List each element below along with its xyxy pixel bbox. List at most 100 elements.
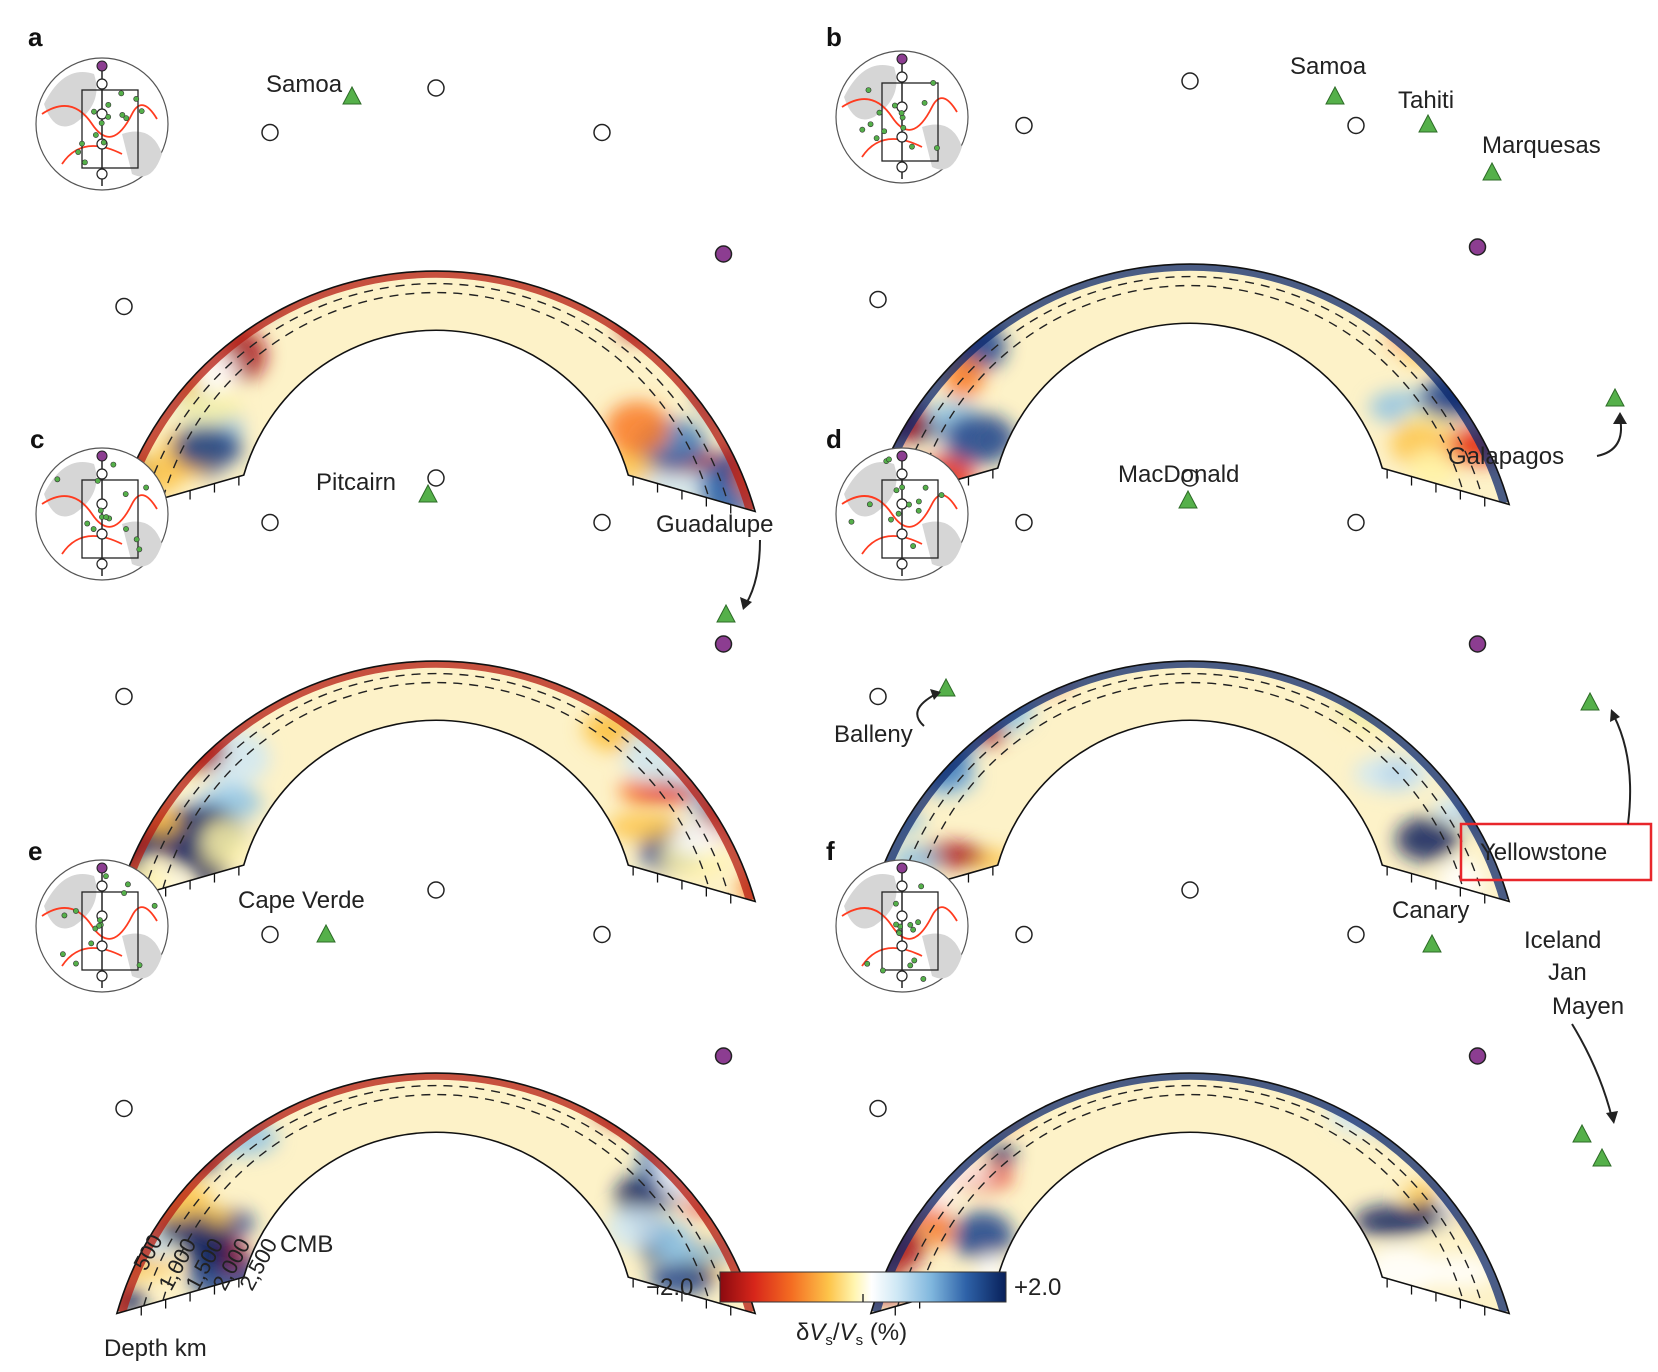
arrow-balleny bbox=[916, 693, 937, 727]
hotspot-dot bbox=[121, 890, 127, 896]
hotspot-triangle-iceland-2 bbox=[1592, 1147, 1612, 1167]
surface-marker-circle bbox=[869, 290, 887, 309]
panel-label-c: c bbox=[30, 424, 44, 454]
depth-contour bbox=[916, 284, 1464, 492]
hotspot-dot bbox=[891, 102, 898, 109]
hotspot-dot bbox=[888, 516, 894, 523]
hotspot-dot bbox=[105, 101, 112, 108]
hotspot-dot bbox=[893, 487, 900, 494]
inset-globe-a bbox=[35, 57, 169, 191]
hotspot-dot bbox=[920, 976, 927, 982]
surface-marker-circle bbox=[261, 925, 279, 944]
plate-boundaries bbox=[841, 906, 958, 967]
hotspot-dot bbox=[151, 902, 158, 909]
hotspot-triangle-tahiti bbox=[1418, 113, 1438, 133]
depth-contour bbox=[162, 681, 710, 889]
colorbar-max-label: +2.0 bbox=[1014, 1274, 1061, 1301]
plate-boundaries bbox=[841, 97, 958, 158]
label-samoa-a: Samoa bbox=[266, 71, 343, 98]
cb-title-delta: δ bbox=[796, 1319, 809, 1346]
hotspot-triangle-samoa-b bbox=[1325, 85, 1345, 105]
hotspot-dot bbox=[79, 140, 85, 147]
surface-marker-circle bbox=[869, 687, 887, 706]
hotspot-dot bbox=[92, 132, 99, 138]
hotspot-dot bbox=[103, 873, 109, 880]
hotspot-dot bbox=[123, 526, 129, 532]
arrow-guadalupe bbox=[745, 539, 761, 605]
colorbar-title: δVs/Vs (%) bbox=[796, 1319, 907, 1349]
hotspot-dot bbox=[136, 962, 143, 969]
hotspot-dot bbox=[118, 90, 125, 97]
panel-label-b: b bbox=[826, 22, 842, 52]
label-jan: Jan bbox=[1548, 959, 1587, 986]
section-outline bbox=[869, 1072, 1511, 1315]
label-guadalupe: Guadalupe bbox=[656, 511, 773, 538]
hotspot-dot bbox=[922, 484, 929, 491]
label-mayen: Mayen bbox=[1552, 993, 1624, 1020]
globe-land bbox=[44, 874, 162, 979]
hotspot-dot bbox=[898, 110, 905, 116]
hotspot-dot bbox=[886, 456, 892, 463]
cb-title-slash: / bbox=[833, 1319, 840, 1346]
hotspot-dot bbox=[900, 124, 907, 131]
hotspot-triangle-samoa-a bbox=[342, 85, 362, 105]
hotspot-dot bbox=[91, 108, 97, 115]
inset-globe-f bbox=[835, 859, 969, 993]
hotspot-dot bbox=[123, 115, 130, 122]
hotspot-dot bbox=[84, 520, 91, 527]
label-samoa-b: Samoa bbox=[1290, 53, 1367, 80]
hotspot-dot bbox=[899, 484, 906, 491]
hotspot-dot bbox=[910, 543, 917, 549]
hotspot-triangle-guadalupe bbox=[716, 603, 736, 623]
profile-endpoint bbox=[896, 862, 908, 874]
surface-marker-circle bbox=[115, 687, 133, 706]
surface-marker-circle bbox=[1181, 881, 1199, 899]
depth-axis-title: Depth km bbox=[104, 1335, 207, 1362]
hotspot-dot bbox=[930, 80, 937, 86]
inset-globe-e bbox=[35, 859, 169, 993]
profile-marker bbox=[96, 558, 108, 570]
colorbar-min-label: −2.0 bbox=[646, 1274, 693, 1301]
profile-marker bbox=[896, 161, 908, 173]
profile-marker bbox=[896, 528, 908, 540]
hotspot-dot bbox=[119, 112, 126, 118]
hotspot-dot bbox=[915, 919, 921, 926]
hotspot-dot bbox=[876, 109, 883, 116]
cross-section-a bbox=[35, 57, 757, 514]
profile-marker bbox=[896, 468, 908, 480]
inset-globe-c bbox=[35, 447, 169, 581]
panel-label-d: d bbox=[826, 424, 842, 454]
globe-box bbox=[81, 891, 139, 971]
arrowhead-guadalupe bbox=[740, 597, 752, 610]
label-galapagos: Galapagos bbox=[1448, 443, 1564, 470]
hotspot-dot bbox=[866, 501, 873, 508]
profile-marker bbox=[96, 880, 108, 892]
hotspot-dot bbox=[864, 960, 871, 967]
depth-axis: 500 1,000 1,500 2,000 2,500 Depth km bbox=[104, 1230, 282, 1362]
depth-contour bbox=[143, 1084, 729, 1306]
hotspot-dot bbox=[54, 476, 61, 483]
profile-endpoint bbox=[896, 450, 908, 462]
globe-box bbox=[81, 89, 139, 169]
globe-land bbox=[844, 874, 962, 979]
hotspot-dot bbox=[921, 99, 928, 106]
hotspot-dot bbox=[906, 501, 912, 508]
surface-marker-circle bbox=[1347, 513, 1365, 532]
endpoint-marker bbox=[714, 245, 733, 263]
section-outline bbox=[115, 270, 757, 513]
cb-title-pct: (%) bbox=[863, 1319, 907, 1346]
hotspot-triangle-canary bbox=[1422, 933, 1442, 953]
hotspot-dot bbox=[105, 114, 112, 120]
hotspot-triangle-cape-verde bbox=[316, 923, 336, 943]
profile-marker bbox=[896, 71, 908, 83]
profile-endpoint bbox=[96, 450, 108, 462]
label-macdonald: MacDonald bbox=[1118, 461, 1239, 488]
globe-box bbox=[81, 479, 139, 559]
hotspot-dot bbox=[90, 526, 97, 532]
hotspot-dot bbox=[896, 930, 903, 936]
section-outline bbox=[115, 1072, 757, 1315]
depth-contour bbox=[916, 681, 1464, 889]
surface-marker-circle bbox=[427, 469, 445, 487]
cb-title-v2: V bbox=[840, 1319, 858, 1346]
